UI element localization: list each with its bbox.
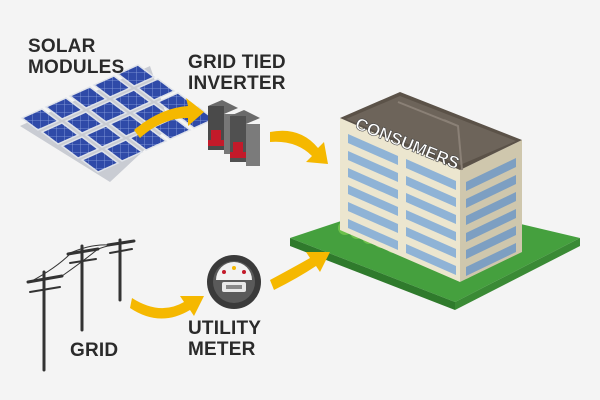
building-window: [406, 159, 456, 190]
inverter-label-line1: GRID TIED: [188, 52, 286, 73]
solar-panel: [112, 89, 152, 112]
solar-panel: [136, 78, 176, 101]
building-window: [466, 175, 516, 208]
building-window: [406, 193, 456, 224]
solar-label-line1: SOLAR: [28, 36, 96, 57]
building-window: [406, 227, 456, 258]
solar-panel: [92, 75, 132, 98]
grid-tied-inverter: [208, 100, 260, 166]
building-window: [406, 244, 456, 275]
solar-panel: [44, 97, 84, 120]
utility-meter-label: UTILITY METER: [188, 318, 261, 360]
solar-panel: [88, 100, 128, 123]
building-window: [466, 158, 516, 191]
building-window: [348, 168, 398, 199]
meter-label-line1: UTILITY: [188, 318, 262, 339]
building-window: [466, 209, 516, 242]
building-window: [348, 185, 398, 216]
building-window: [466, 243, 516, 276]
building-window: [348, 219, 398, 250]
solar-panel: [60, 136, 100, 159]
utility-meter: [207, 255, 261, 309]
consumers-building: CONSUMERS: [340, 92, 522, 282]
building-window: [348, 151, 398, 182]
building-window: [406, 176, 456, 207]
building-window: [406, 210, 456, 241]
grid-label: GRID: [70, 340, 119, 361]
building-window: [466, 192, 516, 225]
inverter-label-line2: INVERTER: [188, 73, 286, 94]
arrow-meter-to-building: [270, 252, 330, 290]
building-window: [466, 226, 516, 259]
solar-panel: [116, 64, 156, 87]
utility-poles: [26, 238, 136, 372]
building-window: [348, 202, 398, 233]
building-window: [348, 134, 398, 165]
solar-panel: [20, 108, 60, 131]
solar-panel: [40, 122, 80, 145]
solar-panel: [80, 150, 120, 173]
inverter-label: GRID TIED INVERTER: [188, 52, 286, 94]
arrow-solar-to-inverter: [134, 98, 204, 138]
solar-panel: [104, 139, 144, 162]
solar-label-line2: MODULES: [28, 57, 125, 78]
arrow-grid-to-meter: [130, 296, 204, 319]
meter-label-line2: METER: [188, 339, 256, 360]
arrow-inverter-to-building: [270, 130, 328, 164]
solar-panel: [64, 111, 104, 134]
solar-panel: [84, 125, 124, 148]
solar-modules-label: SOLAR MODULES: [28, 36, 124, 78]
solar-modules: [20, 64, 216, 182]
solar-panel: [68, 86, 108, 109]
flow-arrows: [130, 98, 330, 319]
